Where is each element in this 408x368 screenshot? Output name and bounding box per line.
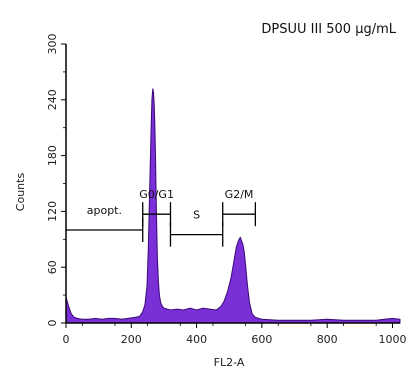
- y-tick-label-180: 180: [46, 145, 59, 166]
- y-tick-label-240: 240: [46, 89, 59, 110]
- gate-label-2: S: [193, 209, 200, 222]
- y-tick-label-300: 300: [46, 34, 59, 55]
- x-tick-label-1000: 1000: [378, 333, 406, 346]
- histogram-area: [65, 88, 401, 324]
- x-tick-label-600: 600: [251, 333, 272, 346]
- x-axis-title: FL2-A: [214, 356, 245, 368]
- x-tick-label-0: 0: [63, 333, 70, 346]
- y-axis-title: Counts: [14, 173, 27, 212]
- gate-label-1: G0/G1: [139, 188, 174, 201]
- chart-title: DPSUU III 500 μg/mL: [261, 22, 396, 37]
- x-tick-label-200: 200: [121, 333, 142, 346]
- x-tick-label-400: 400: [186, 333, 207, 346]
- y-tick-label-0: 0: [46, 320, 59, 327]
- x-tick-label-800: 800: [317, 333, 338, 346]
- gate-label-3: G2/M: [225, 188, 254, 201]
- y-tick-label-120: 120: [46, 201, 59, 222]
- plot-area: 0 200 400 600 800 1000 0 60 120 180 240 300 apopt. G0…: [46, 34, 406, 347]
- y-tick-label-60: 60: [46, 260, 59, 274]
- gate-label-0: apopt.: [87, 204, 122, 217]
